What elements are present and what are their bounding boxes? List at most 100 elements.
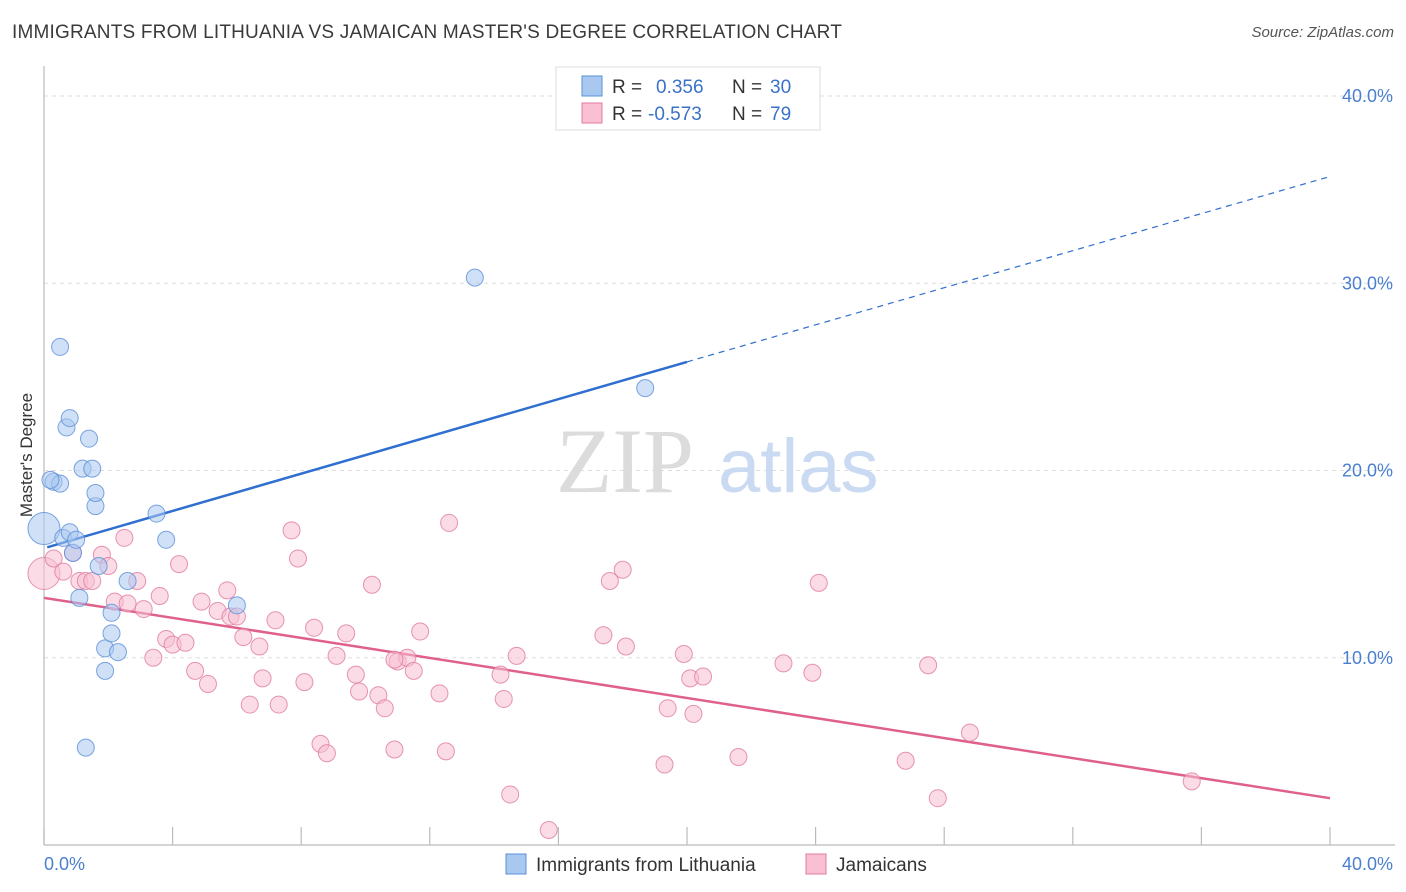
point-lithuania (86, 483, 105, 502)
point-jamaicans (234, 628, 253, 647)
y-tick-label: 40.0% (1342, 86, 1393, 106)
point-jamaicans (295, 673, 314, 692)
point-jamaicans (44, 549, 63, 568)
point-lithuania (465, 268, 484, 287)
legend-swatch-lithuania (581, 75, 603, 97)
point-jamaicans (134, 600, 153, 619)
point-jamaicans (144, 648, 163, 667)
point-lithuania (76, 738, 95, 757)
point-jamaicans (594, 626, 613, 645)
point-jamaicans (170, 555, 189, 574)
point-jamaicans (404, 661, 423, 680)
legend-r-label-2: R = (612, 104, 642, 125)
point-jamaicans (684, 704, 703, 723)
bottom-legend-swatch-jamaicans (805, 853, 827, 875)
point-lithuania (80, 429, 99, 448)
point-jamaicans (186, 661, 205, 680)
point-jamaicans (350, 682, 369, 701)
bottom-legend-label-lithuania: Immigrants from Lithuania (536, 855, 756, 876)
point-lithuania (157, 530, 176, 549)
point-jamaicans (774, 654, 793, 673)
watermark-atlas: atlas (718, 424, 879, 509)
point-jamaicans (198, 674, 217, 693)
trend-line-lithuania-projection (686, 175, 1331, 363)
point-jamaicans (539, 821, 558, 840)
point-jamaicans (305, 618, 324, 637)
y-tick-label: 10.0% (1342, 648, 1393, 668)
trend-line-jamaicans (43, 596, 1331, 800)
bottom-legend-label-jamaicans: Jamaicans (836, 855, 927, 876)
legend-swatch-jamaicans (581, 102, 603, 124)
data-points (27, 268, 1201, 840)
point-jamaicans (613, 560, 632, 579)
point-jamaicans (250, 637, 269, 656)
x-tick-label: 0.0% (44, 854, 85, 874)
point-lithuania (70, 588, 89, 607)
point-jamaicans (411, 622, 430, 641)
point-jamaicans (501, 785, 520, 804)
point-jamaicans (288, 549, 307, 568)
point-jamaicans (694, 667, 713, 686)
y-tick-label: 30.0% (1342, 273, 1393, 293)
point-jamaicans (54, 562, 73, 581)
point-jamaicans (494, 689, 513, 708)
point-lithuania (102, 603, 121, 622)
point-jamaicans (440, 513, 459, 532)
point-jamaicans (1182, 772, 1201, 791)
point-jamaicans (83, 571, 102, 590)
point-jamaicans (317, 744, 336, 763)
point-lithuania (27, 512, 61, 546)
point-lithuania (636, 379, 655, 398)
legend-r-label-1: R = (612, 77, 642, 98)
point-jamaicans (928, 789, 947, 808)
point-jamaicans (192, 592, 211, 611)
point-jamaicans (150, 586, 169, 605)
bottom-legend-swatch-lithuania (505, 853, 527, 875)
point-jamaicans (115, 528, 134, 547)
point-jamaicans (658, 699, 677, 718)
point-jamaicans (809, 573, 828, 592)
point-jamaicans (385, 740, 404, 759)
point-jamaicans (218, 581, 237, 600)
point-jamaicans (266, 611, 285, 630)
point-jamaicans (674, 645, 693, 664)
point-jamaicans (327, 646, 346, 665)
legend-n-label-1: N = (732, 77, 762, 98)
point-lithuania (147, 504, 166, 523)
chart-title: IMMIGRANTS FROM LITHUANIA VS JAMAICAN MA… (12, 22, 842, 43)
legend-r-value-2: -0.573 (648, 104, 702, 125)
point-lithuania (51, 337, 70, 356)
point-jamaicans (240, 695, 259, 714)
legend-n-value-2: 79 (770, 104, 791, 125)
point-jamaicans (385, 650, 404, 669)
point-jamaicans (282, 521, 301, 540)
watermark-zip: ZIP (556, 410, 694, 512)
point-jamaicans (655, 755, 674, 774)
point-jamaicans (269, 695, 288, 714)
point-jamaicans (346, 665, 365, 684)
point-jamaicans (436, 742, 455, 761)
source-label: Source: ZipAtlas.com (1251, 24, 1394, 41)
point-jamaicans (375, 699, 394, 718)
point-jamaicans (600, 571, 619, 590)
point-jamaicans (362, 575, 381, 594)
axes (43, 66, 1395, 846)
point-jamaicans (896, 751, 915, 770)
y-tick-label: 20.0% (1342, 461, 1393, 481)
point-jamaicans (176, 633, 195, 652)
point-jamaicans (430, 684, 449, 703)
point-jamaicans (960, 723, 979, 742)
point-lithuania (96, 661, 115, 680)
point-lithuania (89, 556, 108, 575)
watermark: ZIP atlas (556, 410, 879, 512)
point-jamaicans (118, 594, 137, 613)
point-jamaicans (491, 665, 510, 684)
x-tick-label: 40.0% (1342, 854, 1393, 874)
point-lithuania (227, 596, 246, 615)
y-axis-label: Master's Degree (17, 393, 36, 517)
point-jamaicans (919, 656, 938, 675)
point-lithuania (102, 624, 121, 643)
point-jamaicans (253, 669, 272, 688)
legend-r-value-1: 0.356 (656, 77, 704, 98)
